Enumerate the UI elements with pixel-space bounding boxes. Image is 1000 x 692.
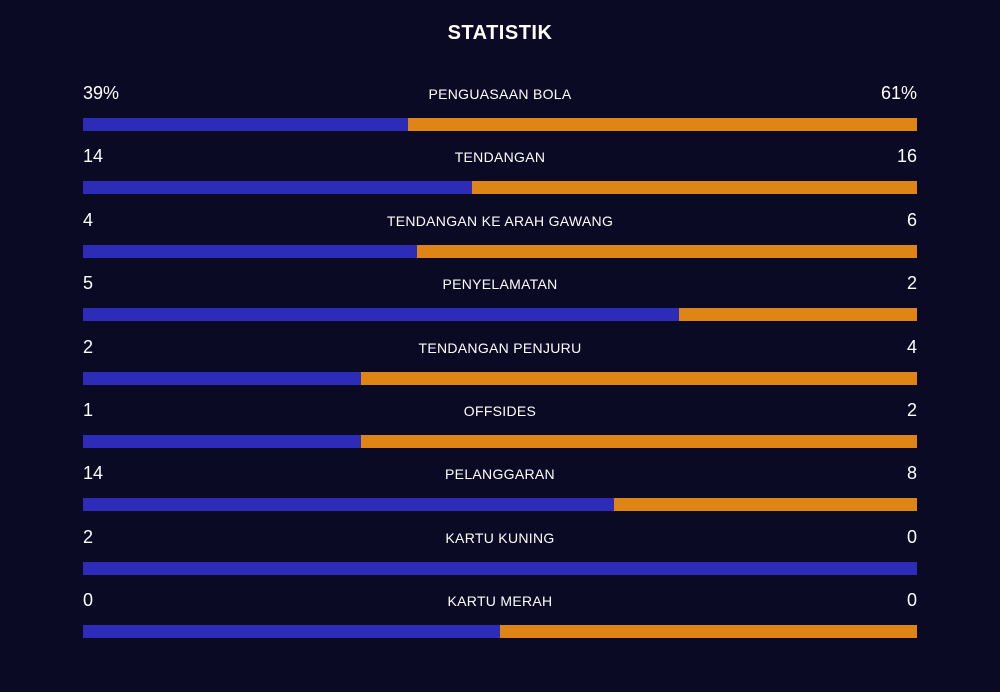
home-bar-segment [83, 308, 679, 322]
stat-row-possession: 39% PENGUASAAN BOLA 61% [83, 82, 917, 145]
comparison-bar [83, 371, 917, 385]
home-value: 5 [83, 273, 94, 294]
stat-label: OFFSIDES [463, 402, 537, 419]
away-value: 6 [906, 209, 917, 230]
away-value: 16 [896, 146, 917, 167]
away-bar-segment [360, 371, 917, 385]
away-value: 4 [906, 336, 917, 357]
comparison-bar [83, 498, 917, 512]
stat-row-shots: 14 TENDANGAN 16 [83, 145, 917, 208]
home-bar-segment [83, 498, 614, 512]
home-value: 14 [83, 146, 104, 167]
away-value: 8 [906, 463, 917, 484]
stat-label: TENDANGAN PENJURU [418, 339, 582, 356]
home-bar-segment [83, 181, 473, 195]
comparison-bar [83, 244, 917, 258]
comparison-bar [83, 625, 917, 639]
stat-label: PELANGGARAN [445, 466, 555, 483]
stat-label: KARTU MERAH [447, 593, 553, 610]
home-value: 2 [83, 336, 94, 357]
comparison-bar [83, 561, 917, 575]
home-value: 4 [83, 209, 94, 230]
home-bar-segment [83, 625, 500, 639]
comparison-bar [83, 308, 917, 322]
away-value: 2 [906, 399, 917, 420]
home-bar-segment [83, 118, 409, 131]
away-bar-segment [360, 434, 917, 448]
stat-row-saves: 5 PENYELAMATAN 2 [83, 272, 917, 335]
home-bar-segment [83, 434, 361, 448]
stat-label: TENDANGAN KE ARAH GAWANG [386, 212, 614, 229]
home-bar-segment [83, 371, 361, 385]
away-bar-segment [500, 625, 917, 639]
home-value: 39% [83, 83, 120, 103]
stat-row-shots-on-target: 4 TENDANGAN KE ARAH GAWANG 6 [83, 209, 917, 272]
stat-row-fouls: 14 PELANGGARAN 8 [83, 462, 917, 525]
home-value: 2 [83, 526, 94, 547]
comparison-bar [83, 181, 917, 195]
away-bar-segment [613, 498, 917, 512]
away-bar-segment [678, 308, 917, 322]
away-value: 0 [906, 590, 917, 611]
stat-label: PENGUASAAN BOLA [428, 86, 572, 102]
stat-label: TENDANGAN [454, 149, 546, 166]
stat-row-corners: 2 TENDANGAN PENJURU 4 [83, 336, 917, 399]
home-bar-segment [83, 244, 417, 258]
home-value: 1 [83, 399, 94, 420]
away-value: 61% [880, 83, 917, 103]
stat-row-offsides: 1 OFFSIDES 2 [83, 399, 917, 462]
away-bar-segment [416, 244, 917, 258]
stat-row-red-cards: 0 KARTU MERAH 0 [83, 589, 917, 652]
away-value: 0 [906, 526, 917, 547]
comparison-bar [83, 118, 917, 131]
home-value: 0 [83, 590, 94, 611]
stat-label: PENYELAMATAN [442, 276, 558, 293]
stat-row-yellow-cards: 2 KARTU KUNING 0 [83, 526, 917, 589]
home-bar-segment [83, 561, 917, 575]
away-bar-segment [472, 181, 917, 195]
home-value: 14 [83, 463, 104, 484]
away-value: 2 [906, 273, 917, 294]
stat-label: KARTU KUNING [445, 529, 555, 546]
stats-list: 39% PENGUASAAN BOLA 61% 14 TENDANGAN 16 … [83, 82, 917, 653]
comparison-bar [83, 434, 917, 448]
away-bar-segment [408, 118, 917, 131]
stats-title: STATISTIK [447, 22, 553, 44]
